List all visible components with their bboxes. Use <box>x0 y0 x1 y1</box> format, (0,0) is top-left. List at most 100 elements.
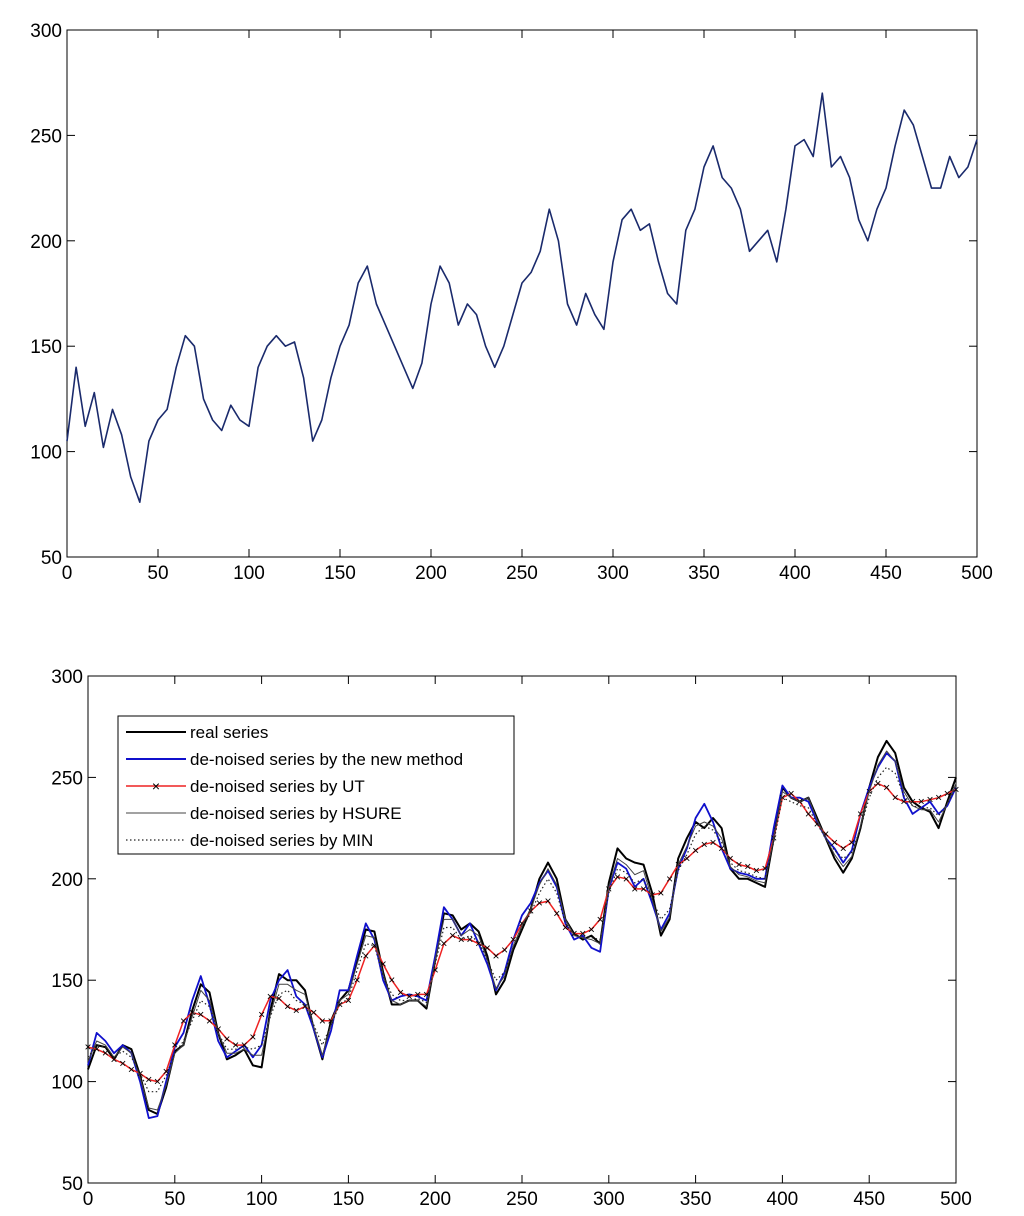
ut-point-marker: × <box>926 793 933 807</box>
x-tick-label: 500 <box>961 563 993 584</box>
ut-point-marker: × <box>597 912 604 926</box>
ut-point-marker: × <box>501 943 508 957</box>
ut-point-marker: × <box>492 949 499 963</box>
x-tick-label: 450 <box>870 563 902 584</box>
ut-point-marker: × <box>414 987 421 1001</box>
ut-point-marker: × <box>900 795 907 809</box>
ut-point-marker: × <box>562 921 569 935</box>
x-tick-label: 400 <box>767 1189 799 1210</box>
y-tick-label: 150 <box>51 971 83 992</box>
ticks-layer: 0 50 100 150 200 250 300 350 400 450 5005010015020… <box>30 21 993 584</box>
ut-point-marker: × <box>640 882 647 896</box>
ut-point-marker: × <box>536 896 543 910</box>
ut-point-marker: × <box>102 1046 109 1060</box>
ut-point-marker: × <box>354 973 361 987</box>
ut-point-marker: × <box>423 987 430 1001</box>
x-tick-label: 50 <box>164 1189 185 1210</box>
ut-point-marker: × <box>649 888 656 902</box>
ut-point-marker: × <box>805 807 812 821</box>
x-tick-label: 400 <box>779 563 811 584</box>
ut-point-marker: × <box>631 882 638 896</box>
ut-point-marker: × <box>623 872 630 886</box>
y-tick-label: 200 <box>30 232 62 253</box>
ut-point-marker: × <box>935 791 942 805</box>
x-tick-label: 0 <box>62 563 73 584</box>
series-layer: × × × × × × × × ××××× × ××× × ×××× ×× × × ×× ×× ××××××× × × ×… <box>84 739 960 1119</box>
y-tick-label: 50 <box>62 1174 83 1195</box>
ut-point-marker: × <box>918 795 925 809</box>
y-tick-label: 50 <box>41 548 62 569</box>
ut-point-marker: × <box>848 835 855 849</box>
x-tick-label: 100 <box>246 1189 278 1210</box>
ut-point-marker: × <box>293 1004 300 1018</box>
ut-point-marker: × <box>692 843 699 857</box>
y-tick-label: 250 <box>30 126 62 147</box>
x-tick-label: 350 <box>680 1189 712 1210</box>
ut-point-marker: × <box>145 1073 152 1087</box>
y-tick-label: 300 <box>51 667 83 688</box>
ut-point-marker: × <box>727 852 734 866</box>
ut-point-marker: × <box>301 1000 308 1014</box>
legend-marker-ut: × <box>152 778 160 794</box>
x-tick-label: 200 <box>415 563 447 584</box>
ut-point-marker: × <box>406 989 413 1003</box>
legend-label-ut: de-noised series by UT <box>190 777 365 796</box>
ut-point-marker: × <box>432 963 439 977</box>
ut-point-marker: × <box>753 864 760 878</box>
plot-area <box>66 29 978 558</box>
legend: real series de-noised series by the new … <box>117 715 515 855</box>
y-tick-label: 100 <box>30 443 62 464</box>
x-tick-label: 200 <box>419 1189 451 1210</box>
ut-point-marker: × <box>371 939 378 953</box>
ut-point-marker: × <box>110 1052 117 1066</box>
x-tick-label: 150 <box>333 1189 365 1210</box>
ut-point-marker: × <box>345 994 352 1008</box>
ut-point-marker: × <box>475 937 482 951</box>
y-tick-label: 200 <box>51 870 83 891</box>
x-tick-label: 450 <box>853 1189 885 1210</box>
ut-point-marker: × <box>892 791 899 805</box>
ut-point-marker: × <box>831 835 838 849</box>
ut-point-marker: × <box>788 787 795 801</box>
x-tick-label: 50 <box>147 563 168 584</box>
ut-point-marker: × <box>657 886 664 900</box>
ut-point-marker: × <box>683 852 690 866</box>
x-tick-label: 250 <box>506 1189 538 1210</box>
ut-point-marker: × <box>223 1032 230 1046</box>
ut-point-marker: × <box>874 777 881 791</box>
ut-point-marker: × <box>267 989 274 1003</box>
ut-point-marker: × <box>206 1014 213 1028</box>
legend-label-min: de-noised series by MIN <box>190 831 373 850</box>
ut-point-marker: × <box>614 870 621 884</box>
legend-label-new-method: de-noised series by the new method <box>190 750 463 769</box>
ut-point-marker: × <box>510 933 517 947</box>
ut-point-marker: × <box>249 1030 256 1044</box>
y-tick-label: 150 <box>30 337 62 358</box>
ut-point-marker: × <box>544 894 551 908</box>
ut-point-marker: × <box>380 957 387 971</box>
ut-point-marker: × <box>666 872 673 886</box>
series-layer <box>66 92 978 504</box>
ut-point-marker: × <box>952 783 959 797</box>
ut-point-marker: × <box>735 858 742 872</box>
ut-point-marker: × <box>163 1065 170 1079</box>
ut-point-marker: × <box>571 927 578 941</box>
ut-point-marker: × <box>718 841 725 855</box>
ut-point-marker: × <box>822 827 829 841</box>
ut-point-marker: × <box>944 787 951 801</box>
chart-denoised-comparison: × × × × × × × × ××××× × ××× × ×××× ×× × × ×× ×× ××××××× × × ×… <box>51 667 972 1210</box>
ut-point-marker: × <box>258 1008 265 1022</box>
ut-point-marker: × <box>388 973 395 987</box>
chart-noisy-series: 0 50 100 150 200 250 300 350 400 450 5005010015020… <box>30 21 993 584</box>
ut-point-marker: × <box>336 998 343 1012</box>
y-tick-label: 300 <box>30 21 62 42</box>
ut-point-marker: × <box>284 1000 291 1014</box>
ut-point-marker: × <box>128 1062 135 1076</box>
ut-point-marker: × <box>197 1008 204 1022</box>
ut-point-marker: × <box>701 837 708 851</box>
ut-point-marker: × <box>744 860 751 874</box>
series-noisy-series <box>66 92 978 504</box>
ut-point-marker: × <box>215 1022 222 1036</box>
x-tick-label: 100 <box>233 563 265 584</box>
